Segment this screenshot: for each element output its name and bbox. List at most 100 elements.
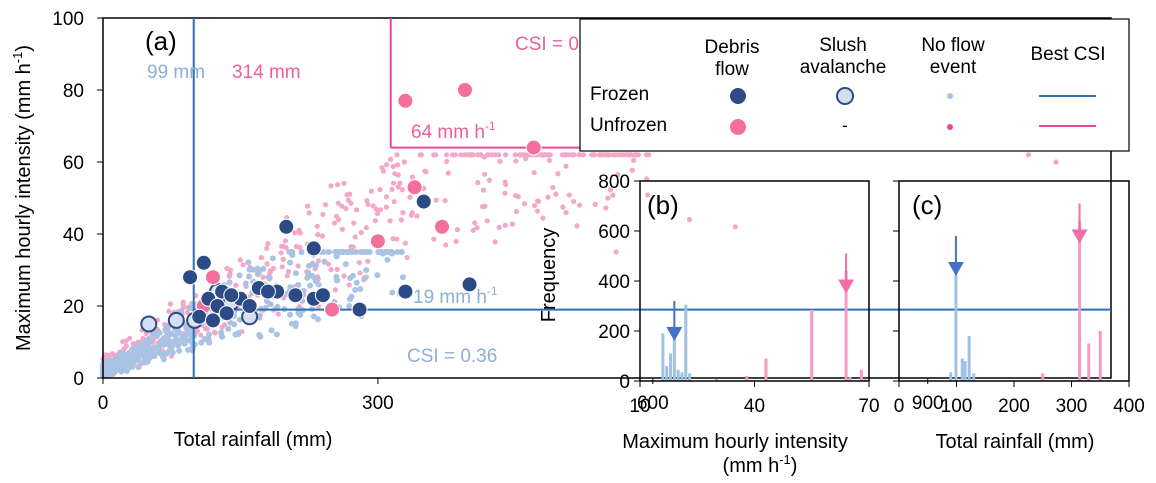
unfrozen-noflow-point [474,225,480,231]
unfrozen-noflow-point [407,194,413,200]
unfrozen-noflow-point [404,254,410,261]
unfrozen-noflow-point [305,203,311,209]
unfrozen-noflow-point [374,211,381,217]
unfrozen-noflow-point [166,308,172,314]
frozen-noflow-point [361,275,368,282]
frozen-noflow-point [156,329,163,336]
frozen-noflow-point [345,249,352,255]
histogram-bars-b [661,253,867,381]
frozen-noflow-point [245,273,252,280]
x-tick-label-a: 600 [637,393,669,414]
unfrozen-noflow-point [571,198,577,205]
unfrozen-noflow-point [240,262,246,268]
frozen-noflow-point [268,327,275,334]
unfrozen-noflow-point [732,224,738,230]
frozen-noflow-point [178,335,185,342]
frozen-noflow-point [286,249,293,255]
frozen-noflow-point [130,358,137,365]
unfrozen-noflow-point [523,156,529,162]
unfrozen-noflow-point [334,181,341,188]
unfrozen-noflow-point [603,205,609,211]
no-flow-points [100,112,1059,380]
frozen-debris-flow-point [195,254,212,271]
unfrozen-noflow-point [280,256,286,262]
frozen-noflow-point [139,351,146,358]
unfrozen-noflow-point [353,207,360,213]
frozen-debris-flow-point [223,287,240,304]
unfrozen-noflow-point [265,241,271,247]
frozen-noflow-point [315,316,322,323]
legend-col-debris-line1: Debris [705,37,760,58]
unfrozen-noflow-point [297,230,303,236]
y-tick-label-a: 40 [63,225,84,246]
frozen-noflow-point [292,320,299,327]
frozen-noflow-point [114,366,121,373]
unfrozen-noflow-point [589,152,595,158]
unfrozen-noflow-point [513,158,519,164]
unfrozen-noflow-point [497,158,503,164]
frozen-noflow-point [142,359,149,366]
unfrozen-noflow-point [400,210,406,216]
unfrozen-best-arrow-head [838,279,855,294]
unfrozen-noflow-point [379,165,385,171]
frozen-noflow-point [242,280,249,287]
unfrozen-noflow-point [566,192,572,198]
x-tick-label-a: 300 [362,393,394,414]
unfrozen-noflow-point [211,329,218,335]
unfrozen-noflow-point [615,171,621,178]
legend: Debris flow Slush avalanche No flow even… [579,18,1130,152]
unfrozen-noflow-point [509,221,516,227]
legend-col-best-csi: Best CSI [1031,44,1106,65]
y-axis-title-a: Maximum hourly intensity (mm h-1) [10,45,35,351]
panel-label-b: (b) [647,190,679,220]
unfrozen-noflow-point [454,227,461,233]
frozen-noflow-point [348,293,355,300]
x-tick-label-b: 40 [744,396,765,417]
frozen-noflow-point [360,249,367,255]
y-axis-title-b: Frequency [538,228,560,323]
y-tick-label-a: 80 [63,81,84,102]
x-tick-label-c: 100 [941,396,973,417]
unfrozen-noflow-point [1053,159,1059,165]
frozen-noflow-point [225,325,232,332]
unfrozen-hist-bar [1087,343,1091,381]
legend-col-slush-line2: avalanche [800,57,887,78]
unfrozen-noflow-point [341,273,347,279]
frozen-noflow-point [353,279,360,286]
unfrozen-noflow-point [332,287,338,293]
unfrozen-noflow-point [531,170,537,176]
unfrozen-noflow-point [264,261,270,267]
unfrozen-noflow-point [577,152,583,158]
unfrozen-hist-bar [863,378,867,381]
unfrozen-noflow-point [387,218,393,224]
frozen-noflow-point [273,331,280,338]
frozen-hist-bar [688,373,692,381]
frozen-noflow-point [227,319,234,326]
frozen-noflow-point [394,249,401,255]
unfrozen-hist-bar [810,309,814,381]
x-tick-label-c: 400 [1113,396,1145,417]
legend-col-noflow-line2: event [930,57,977,78]
frozen-noflow-point [105,361,112,368]
unfrozen-noflow-point [632,152,638,158]
y-tick-label-a: 100 [52,9,84,30]
unfrozen-noflow-point [496,224,502,230]
unfrozen-noflow-point [226,273,232,279]
unfrozen-noflow-point [343,206,349,212]
frozen-noflow-point [246,266,253,273]
unfrozen-noflow-point [368,188,375,194]
unfrozen-noflow-point [219,324,225,330]
unfrozen-noflow-point [604,152,610,158]
frozen-noflow-point [181,340,188,347]
unfrozen-debris-flow-point [204,269,221,286]
unfrozen-noflow-point [597,152,603,158]
unfrozen-noflow-point [372,218,378,224]
frozen-hist-bar [669,353,673,381]
frozen-hist-bar [967,336,971,381]
unfrozen-noflow-point [442,198,448,204]
legend-row-frozen: Frozen [590,84,649,105]
frozen-debris-flow-point [461,276,478,293]
frozen-noflow-point [305,269,312,276]
